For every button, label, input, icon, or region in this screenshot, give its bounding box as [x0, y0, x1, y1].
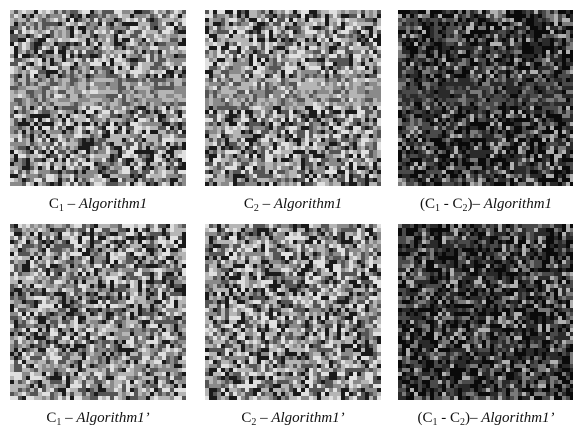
caption-text: Algorithm1’: [271, 410, 345, 426]
caption-text: –: [256, 410, 272, 426]
panel: (C1 - C2)– Algorithm1’: [398, 224, 573, 428]
caption-text: - C: [437, 410, 460, 426]
caption: C1 – Algorithm1’: [10, 410, 186, 428]
caption-subscript: 2: [462, 203, 468, 214]
noise-texture: [398, 10, 573, 186]
caption-subscript: 1: [58, 203, 64, 214]
noise-texture: [398, 10, 573, 186]
noise-texture: [205, 224, 381, 400]
caption-text: –: [258, 196, 274, 212]
caption-text: Algorithm1: [273, 196, 343, 212]
caption-subscript: 1: [432, 417, 438, 428]
noise-texture: [10, 10, 186, 186]
caption-text: (C: [417, 410, 433, 426]
caption-subscript: 2: [251, 417, 257, 428]
caption-subscript: 1: [434, 203, 440, 214]
caption-text: –: [61, 410, 77, 426]
noise-image: [10, 224, 186, 400]
caption-subscript: 2: [253, 203, 259, 214]
noise-texture: [205, 10, 381, 186]
caption: (C1 - C2)– Algorithm1: [398, 196, 573, 214]
caption-subscript: 1: [56, 417, 62, 428]
panel: (C1 - C2)– Algorithm1: [398, 10, 573, 214]
caption-text: C: [243, 196, 254, 212]
noise-texture: [205, 224, 381, 400]
caption-text: Algorithm1’: [76, 410, 150, 426]
noise-image: [398, 10, 573, 186]
caption-text: C: [46, 410, 57, 426]
panel: C1 – Algorithm1’: [10, 224, 186, 428]
caption-text: )–: [464, 410, 482, 426]
panel: C1 – Algorithm1: [10, 10, 186, 214]
noise-image: [205, 10, 381, 186]
noise-image: [398, 224, 573, 400]
caption: C1 – Algorithm1: [10, 196, 186, 214]
caption-text: Algorithm1: [483, 196, 553, 212]
noise-texture: [205, 10, 381, 186]
caption-text: Algorithm1: [78, 196, 148, 212]
caption-text: (C: [419, 196, 435, 212]
noise-image: [205, 224, 381, 400]
noise-image: [10, 10, 186, 186]
caption-text: Algorithm1’: [481, 410, 555, 426]
caption: C2 – Algorithm1: [205, 196, 381, 214]
caption-text: C: [241, 410, 252, 426]
caption-text: )–: [467, 196, 484, 212]
caption: C2 – Algorithm1’: [205, 410, 381, 428]
noise-texture: [398, 224, 573, 400]
caption-text: –: [63, 196, 79, 212]
panel: C2 – Algorithm1’: [205, 224, 381, 428]
caption-subscript: 2: [459, 417, 465, 428]
caption-text: C: [48, 196, 59, 212]
noise-texture: [10, 224, 186, 400]
caption-text: - C: [439, 196, 463, 212]
caption: (C1 - C2)– Algorithm1’: [398, 410, 573, 428]
panel: C2 – Algorithm1: [205, 10, 381, 214]
